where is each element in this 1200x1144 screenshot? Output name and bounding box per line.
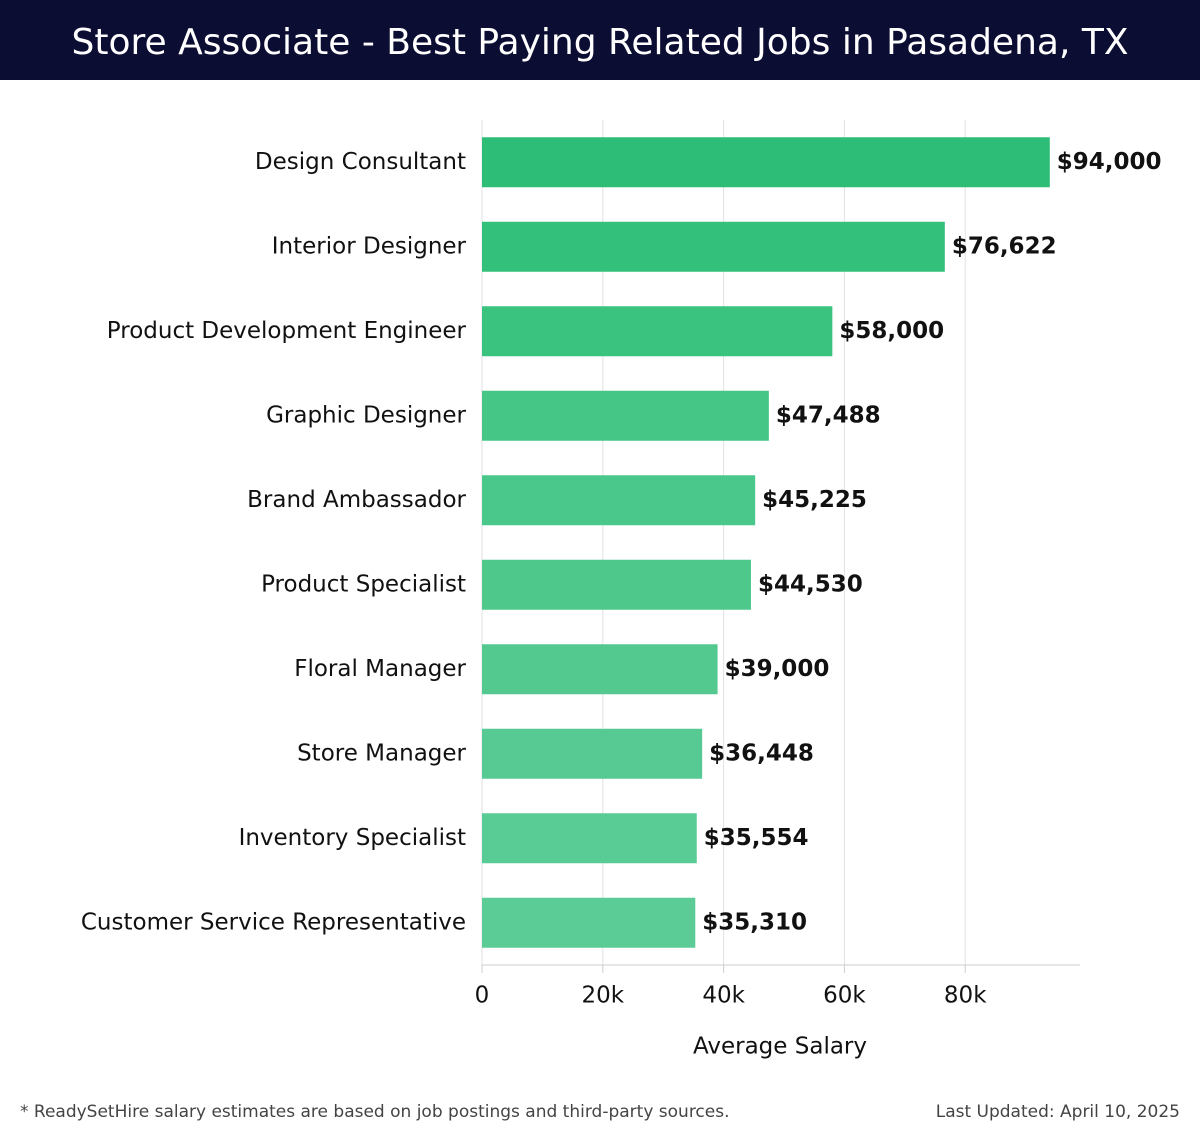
value-label: $35,310	[702, 909, 807, 935]
bar	[482, 559, 751, 610]
x-tick-label: 0	[475, 983, 490, 1009]
value-label: $58,000	[839, 318, 944, 344]
bar	[482, 475, 756, 526]
bar	[482, 728, 703, 779]
value-label: $44,530	[758, 571, 863, 597]
y-tick-label: Inventory Specialist	[239, 825, 466, 851]
y-tick-label: Product Development Engineer	[107, 318, 467, 344]
value-label: $47,488	[776, 402, 881, 428]
value-label: $76,622	[952, 233, 1057, 259]
bar	[482, 644, 718, 695]
x-tick-label: 80k	[944, 983, 987, 1009]
value-label: $36,448	[709, 740, 814, 766]
x-tick-label: 20k	[582, 983, 625, 1009]
footnote: * ReadySetHire salary estimates are base…	[20, 1102, 730, 1122]
last-updated: Last Updated: April 10, 2025	[936, 1102, 1180, 1122]
x-tick-label: 40k	[702, 983, 745, 1009]
y-tick-label: Brand Ambassador	[247, 487, 466, 513]
y-tick-label: Customer Service Representative	[81, 909, 466, 935]
value-label: $35,554	[704, 825, 809, 851]
y-tick-label: Floral Manager	[294, 656, 466, 682]
y-tick-label: Product Specialist	[261, 571, 466, 597]
bar	[482, 813, 697, 864]
chart-title: Store Associate - Best Paying Related Jo…	[72, 22, 1129, 63]
bar	[482, 390, 769, 441]
y-tick-label: Store Manager	[297, 740, 466, 766]
value-label: $94,000	[1057, 149, 1162, 175]
value-label: $45,225	[762, 487, 867, 513]
bar	[482, 306, 833, 357]
value-label: $39,000	[725, 656, 830, 682]
bar	[482, 137, 1050, 188]
x-tick-label: 60k	[823, 983, 866, 1009]
x-axis-label: Average Salary	[693, 1034, 867, 1060]
title-bar	[0, 0, 1200, 80]
y-tick-label: Interior Designer	[272, 233, 467, 259]
y-tick-label: Design Consultant	[255, 149, 466, 175]
y-tick-label: Graphic Designer	[266, 402, 466, 428]
bar	[482, 221, 945, 272]
bar	[482, 897, 696, 948]
